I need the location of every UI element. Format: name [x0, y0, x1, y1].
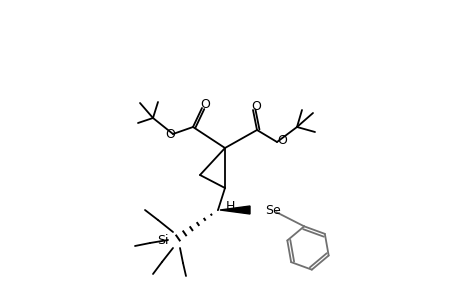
- Text: O: O: [200, 98, 209, 110]
- Text: Si: Si: [157, 235, 168, 248]
- Polygon shape: [219, 206, 249, 214]
- Text: H: H: [225, 200, 234, 212]
- Text: O: O: [276, 134, 286, 148]
- Text: O: O: [251, 100, 260, 112]
- Text: O: O: [165, 128, 174, 142]
- Text: Se: Se: [264, 203, 280, 217]
